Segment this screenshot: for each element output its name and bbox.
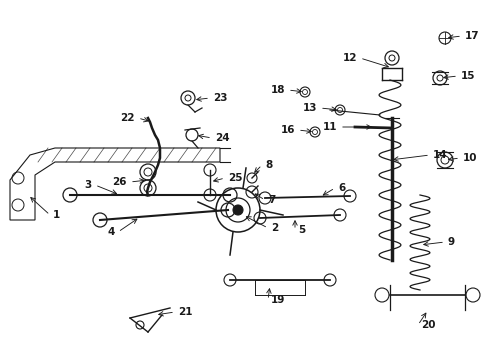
- Text: 10: 10: [462, 153, 476, 163]
- Text: 21: 21: [178, 307, 192, 317]
- Text: 16: 16: [280, 125, 294, 135]
- Text: 24: 24: [215, 133, 229, 143]
- Text: 18: 18: [270, 85, 285, 95]
- Text: 13: 13: [302, 103, 316, 113]
- Circle shape: [232, 205, 243, 215]
- Text: 3: 3: [84, 180, 92, 190]
- Text: 22: 22: [120, 113, 135, 123]
- Text: 26: 26: [112, 177, 127, 187]
- Text: 9: 9: [447, 237, 454, 247]
- Text: 1: 1: [53, 210, 60, 220]
- Text: 5: 5: [297, 225, 305, 235]
- Text: 20: 20: [420, 320, 435, 330]
- Text: 2: 2: [270, 223, 278, 233]
- Text: 12: 12: [342, 53, 356, 63]
- Text: 6: 6: [337, 183, 345, 193]
- Text: 14: 14: [432, 150, 447, 160]
- Text: 8: 8: [264, 160, 272, 170]
- Text: 7: 7: [267, 195, 275, 205]
- Text: 15: 15: [460, 71, 474, 81]
- Text: 4: 4: [107, 227, 115, 237]
- Text: 25: 25: [227, 173, 242, 183]
- Text: 19: 19: [270, 295, 285, 305]
- Text: 23: 23: [213, 93, 227, 103]
- Text: 11: 11: [322, 122, 336, 132]
- Text: 17: 17: [464, 31, 479, 41]
